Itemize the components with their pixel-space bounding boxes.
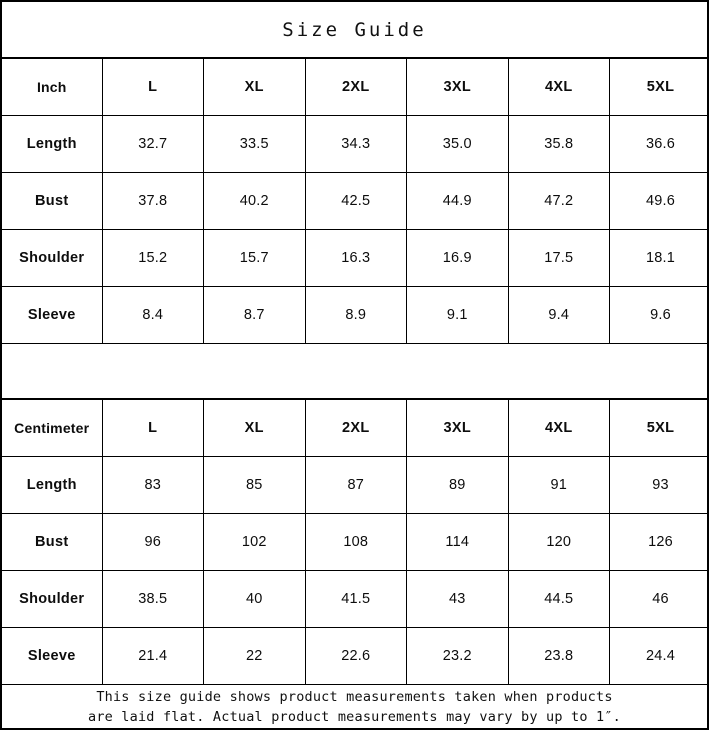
size-header-l: L (102, 59, 204, 116)
measure-label-bust: Bust (2, 172, 103, 230)
cell-cm-length-l: 83 (102, 456, 204, 514)
centimeter-measurements-table: Centimeter L XL 2XL 3XL 4XL 5XL Length 8… (2, 400, 709, 685)
cell-inch-shoulder-4xl: 17.5 (508, 229, 610, 287)
size-header-4xl: 4XL (508, 400, 610, 457)
size-header-5xl: 5XL (609, 59, 709, 116)
inch-measurements-table: Inch L XL 2XL 3XL 4XL 5XL Length 32.7 33… (2, 59, 709, 344)
size-header-xl: XL (203, 59, 306, 116)
cell-cm-shoulder-5xl: 46 (609, 570, 709, 628)
inch-table-container: Inch L XL 2XL 3XL 4XL 5XL Length 32.7 33… (2, 59, 709, 344)
cell-cm-length-3xl: 89 (406, 456, 509, 514)
cell-inch-shoulder-xl: 15.7 (203, 229, 306, 287)
cell-inch-bust-3xl: 44.9 (406, 172, 509, 230)
size-header-2xl: 2XL (305, 59, 407, 116)
cell-cm-shoulder-l: 38.5 (102, 570, 204, 628)
table-row: Bust 96 102 108 114 120 126 (2, 513, 709, 571)
cell-inch-bust-l: 37.8 (102, 172, 204, 230)
cell-inch-shoulder-3xl: 16.9 (406, 229, 509, 287)
cell-inch-bust-2xl: 42.5 (305, 172, 407, 230)
cell-inch-length-xl: 33.5 (203, 115, 306, 173)
size-header-4xl: 4XL (508, 59, 610, 116)
cell-inch-bust-xl: 40.2 (203, 172, 306, 230)
cell-inch-bust-5xl: 49.6 (609, 172, 709, 230)
table-row: Shoulder 38.5 40 41.5 43 44.5 46 (2, 570, 709, 628)
cell-inch-sleeve-2xl: 8.9 (305, 286, 407, 344)
cell-cm-shoulder-4xl: 44.5 (508, 570, 610, 628)
cell-cm-sleeve-l: 21.4 (102, 627, 204, 685)
cell-inch-shoulder-5xl: 18.1 (609, 229, 709, 287)
size-header-3xl: 3XL (406, 400, 509, 457)
cell-cm-sleeve-3xl: 23.2 (406, 627, 509, 685)
table-row: Sleeve 8.4 8.7 8.9 9.1 9.4 9.6 (2, 286, 709, 344)
cell-inch-length-3xl: 35.0 (406, 115, 509, 173)
cell-inch-length-4xl: 35.8 (508, 115, 610, 173)
measure-label-bust: Bust (2, 513, 103, 571)
cell-cm-length-4xl: 91 (508, 456, 610, 514)
cell-inch-length-l: 32.7 (102, 115, 204, 173)
cell-cm-length-5xl: 93 (609, 456, 709, 514)
cell-inch-sleeve-5xl: 9.6 (609, 286, 709, 344)
size-header-2xl: 2XL (305, 400, 407, 457)
cell-inch-sleeve-4xl: 9.4 (508, 286, 610, 344)
cell-cm-bust-5xl: 126 (609, 513, 709, 571)
cell-cm-shoulder-3xl: 43 (406, 570, 509, 628)
table-row: Shoulder 15.2 15.7 16.3 16.9 17.5 18.1 (2, 229, 709, 287)
cell-cm-sleeve-xl: 22 (203, 627, 306, 685)
size-header-3xl: 3XL (406, 59, 509, 116)
cell-cm-sleeve-2xl: 22.6 (305, 627, 407, 685)
table-separator-band (2, 344, 707, 400)
table-header-row: Centimeter L XL 2XL 3XL 4XL 5XL (2, 400, 709, 457)
cell-inch-sleeve-xl: 8.7 (203, 286, 306, 344)
size-guide-title-row: Size Guide (2, 2, 707, 59)
cell-cm-bust-2xl: 108 (305, 513, 407, 571)
table-row: Length 32.7 33.5 34.3 35.0 35.8 36.6 (2, 115, 709, 173)
cell-cm-sleeve-5xl: 24.4 (609, 627, 709, 685)
size-header-l: L (102, 400, 204, 457)
cell-cm-shoulder-xl: 40 (203, 570, 306, 628)
unit-header-centimeter: Centimeter (2, 400, 103, 457)
page-title: Size Guide (282, 18, 427, 41)
cell-inch-length-5xl: 36.6 (609, 115, 709, 173)
centimeter-table-container: Centimeter L XL 2XL 3XL 4XL 5XL Length 8… (2, 400, 709, 685)
cell-inch-sleeve-3xl: 9.1 (406, 286, 509, 344)
measure-label-sleeve: Sleeve (2, 627, 103, 685)
measure-label-length: Length (2, 115, 103, 173)
cell-cm-bust-l: 96 (102, 513, 204, 571)
table-row: Length 83 85 87 89 91 93 (2, 456, 709, 514)
cell-cm-bust-xl: 102 (203, 513, 306, 571)
measure-label-sleeve: Sleeve (2, 286, 103, 344)
cell-cm-shoulder-2xl: 41.5 (305, 570, 407, 628)
cell-inch-length-2xl: 34.3 (305, 115, 407, 173)
cell-inch-shoulder-2xl: 16.3 (305, 229, 407, 287)
cell-inch-sleeve-l: 8.4 (102, 286, 204, 344)
measure-label-shoulder: Shoulder (2, 570, 103, 628)
cell-cm-bust-4xl: 120 (508, 513, 610, 571)
cell-cm-length-xl: 85 (203, 456, 306, 514)
cell-inch-shoulder-l: 15.2 (102, 229, 204, 287)
cell-inch-bust-4xl: 47.2 (508, 172, 610, 230)
table-row: Sleeve 21.4 22 22.6 23.2 23.8 24.4 (2, 627, 709, 685)
cell-cm-sleeve-4xl: 23.8 (508, 627, 610, 685)
measure-label-shoulder: Shoulder (2, 229, 103, 287)
disclaimer-line-1: This size guide shows product measuremen… (96, 688, 613, 705)
measure-label-length: Length (2, 456, 103, 514)
unit-header-inch: Inch (2, 59, 103, 116)
cell-cm-bust-3xl: 114 (406, 513, 509, 571)
table-header-row: Inch L XL 2XL 3XL 4XL 5XL (2, 59, 709, 116)
size-header-xl: XL (203, 400, 306, 457)
size-guide-disclaimer: This size guide shows product measuremen… (2, 685, 707, 728)
size-header-5xl: 5XL (609, 400, 709, 457)
cell-cm-length-2xl: 87 (305, 456, 407, 514)
table-row: Bust 37.8 40.2 42.5 44.9 47.2 49.6 (2, 172, 709, 230)
disclaimer-line-2: are laid flat. Actual product measuremen… (88, 708, 621, 725)
